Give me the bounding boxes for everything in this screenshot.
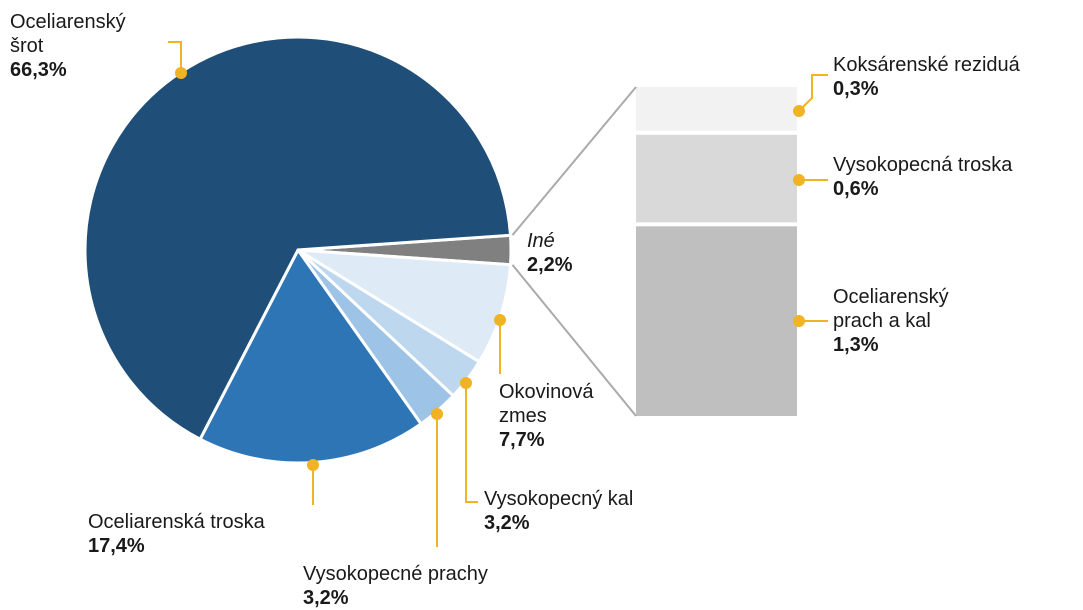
leader-dot [307, 459, 319, 471]
label-value: 3,2% [303, 587, 349, 609]
leader-dot [793, 315, 805, 327]
label-value: 0,6% [833, 178, 879, 200]
label-value: 66,3% [10, 59, 67, 81]
label-name: Vysokopecná troska [833, 154, 1013, 176]
slice-label: Okovinová zmes 7,7% [499, 380, 619, 452]
slice-label: Oceliarenský šrot 66,3% [10, 10, 160, 82]
label-value: 2,2% [527, 254, 573, 276]
label-name: Iné [527, 230, 555, 252]
bar-label: Oceliarenský prach a kal 1,3% [833, 285, 998, 357]
bar-segment [636, 226, 797, 416]
connector-line [511, 264, 637, 417]
connector-line [511, 86, 637, 236]
slice-label: Oceliarenská troska 17,4% [88, 510, 265, 558]
label-value: 17,4% [88, 535, 145, 557]
label-value: 0,3% [833, 78, 879, 100]
label-name: Vysokopecný kal [484, 488, 634, 510]
label-name: Okovinová zmes [499, 381, 594, 427]
leader-line [798, 74, 828, 112]
label-name: Vysokopecné prachy [303, 563, 488, 585]
label-name: Oceliarenský prach a kal [833, 286, 949, 332]
label-value: 1,3% [833, 334, 879, 356]
slice-label: Vysokopecné prachy 3,2% [303, 562, 488, 610]
slice-label: Vysokopecný kal 3,2% [484, 487, 633, 535]
label-value: 3,2% [484, 512, 530, 534]
leader-dot [793, 174, 805, 186]
leader-dot [431, 408, 443, 420]
bar-label: Koksárenské reziduá 0,3% [833, 53, 1020, 101]
leader-dot [793, 105, 805, 117]
bar-label: Vysokopecná troska 0,6% [833, 153, 1012, 201]
leader-line [465, 383, 478, 503]
bar-segment [636, 87, 797, 131]
label-value: 7,7% [499, 429, 545, 451]
leader-dot [494, 314, 506, 326]
label-name: Koksárenské reziduá [833, 54, 1020, 76]
leader-dot [460, 377, 472, 389]
leader-line [168, 41, 182, 73]
label-name: Oceliarenská troska [88, 511, 265, 533]
label-name: Oceliarenský šrot [10, 11, 126, 57]
leader-dot [175, 67, 187, 79]
slice-label: Iné 2,2% [527, 229, 573, 277]
bar-segment [636, 134, 797, 223]
